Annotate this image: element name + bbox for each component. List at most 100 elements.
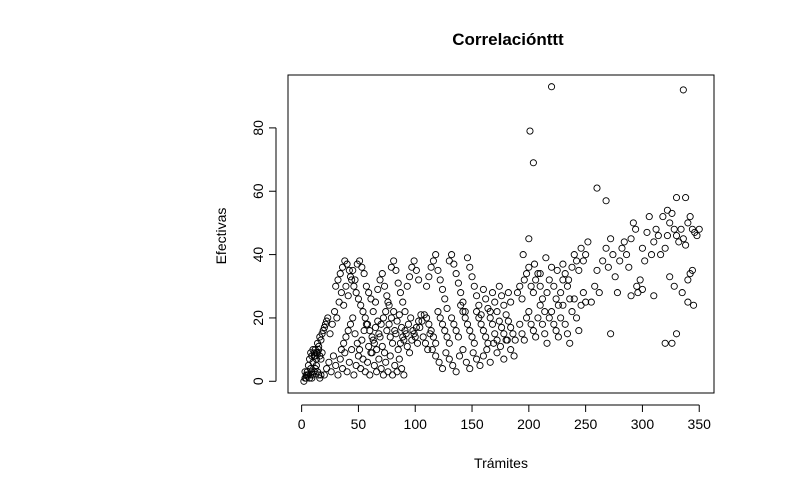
data-point-92: [344, 292, 352, 300]
data-point-90: [340, 301, 348, 309]
data-point-130: [345, 266, 353, 274]
data-point-214: [445, 257, 453, 265]
data-point-306: [510, 352, 518, 360]
data-point-66: [361, 368, 369, 376]
data-point-255: [452, 327, 460, 335]
data-point-112: [390, 257, 398, 265]
data-point-374: [553, 266, 561, 274]
data-point-290: [455, 352, 464, 360]
data-point-178: [369, 336, 377, 344]
data-point-376: [565, 276, 573, 284]
data-point-380: [587, 298, 595, 306]
data-point-382: [593, 266, 601, 274]
data-point-224: [468, 273, 476, 281]
data-point-209: [434, 266, 442, 274]
data-point-142: [373, 346, 381, 354]
data-point-104: [371, 298, 380, 306]
data-point-413: [666, 219, 674, 227]
x-tick-label-100: 100: [404, 416, 428, 432]
data-point-120: [408, 263, 416, 271]
data-point-321: [545, 276, 553, 284]
data-point-170: [351, 330, 359, 338]
data-point-329: [563, 282, 572, 290]
data-point-316: [534, 270, 542, 278]
data-point-398: [632, 225, 640, 233]
data-point-430: [627, 292, 635, 300]
plot-area: [287, 74, 715, 394]
data-point-340: [518, 330, 526, 338]
data-point-84: [326, 330, 334, 338]
data-point-444: [690, 301, 698, 309]
data-point-288: [449, 361, 457, 369]
data-point-302: [496, 342, 504, 350]
data-point-436: [668, 339, 676, 347]
data-point-259: [461, 314, 469, 322]
data-point-320: [543, 289, 551, 297]
data-point-186: [387, 314, 395, 322]
data-point-341: [520, 336, 528, 344]
data-point-226: [473, 292, 481, 300]
data-point-293: [466, 365, 474, 373]
data-point-289: [452, 368, 460, 376]
data-point-369: [519, 251, 527, 259]
data-point-363: [570, 295, 578, 303]
data-point-116: [399, 298, 407, 306]
data-point-157: [407, 314, 415, 322]
data-point-439: [678, 289, 686, 297]
data-point-55: [336, 355, 344, 363]
data-point-446: [679, 86, 687, 94]
data-point-217: [452, 270, 460, 278]
data-point-175: [362, 320, 370, 328]
data-point-359: [561, 320, 569, 328]
data-point-360: [563, 330, 572, 338]
data-point-345: [529, 327, 537, 335]
data-point-307: [513, 289, 522, 297]
data-point-48: [320, 371, 328, 379]
data-point-303: [500, 355, 508, 363]
data-point-132: [350, 282, 358, 290]
data-point-287: [445, 355, 453, 363]
data-point-164: [337, 346, 345, 354]
data-point-235: [493, 308, 501, 316]
data-point-304: [503, 336, 511, 344]
data-point-240: [504, 289, 512, 297]
data-point-334: [575, 266, 583, 274]
data-point-198: [415, 317, 423, 325]
data-point-125: [334, 276, 342, 284]
data-point-98: [358, 263, 366, 271]
x-tick-label-150: 150: [460, 416, 484, 432]
data-point-103: [369, 308, 377, 316]
data-point-386: [604, 263, 612, 271]
data-point-106: [376, 276, 384, 284]
data-point-219: [457, 289, 465, 297]
data-point-196: [410, 330, 418, 338]
data-point-281: [511, 336, 519, 344]
data-point-378: [529, 159, 537, 167]
data-point-80: [393, 368, 401, 376]
data-point-91: [342, 282, 350, 290]
data-point-244: [427, 327, 435, 335]
data-point-248: [436, 314, 444, 322]
data-point-135: [357, 301, 365, 309]
data-point-412: [663, 232, 671, 240]
data-point-429: [607, 330, 615, 338]
data-point-349: [538, 320, 547, 328]
data-point-202: [424, 346, 432, 354]
data-point-149: [388, 339, 397, 347]
data-point-109: [383, 292, 391, 300]
data-point-385: [602, 244, 610, 252]
x-tick-label-350: 350: [688, 416, 712, 432]
data-point-347: [534, 314, 542, 322]
data-point-99: [360, 270, 368, 278]
data-point-75: [382, 358, 390, 366]
data-point-207: [429, 257, 437, 265]
data-point-279: [507, 323, 515, 331]
data-point-118: [403, 282, 411, 290]
data-point-102: [367, 295, 375, 303]
data-point-73: [377, 365, 385, 373]
data-point-445: [684, 276, 692, 284]
data-point-44: [307, 349, 315, 357]
data-point-330: [566, 295, 574, 303]
data-point-276: [500, 330, 508, 338]
